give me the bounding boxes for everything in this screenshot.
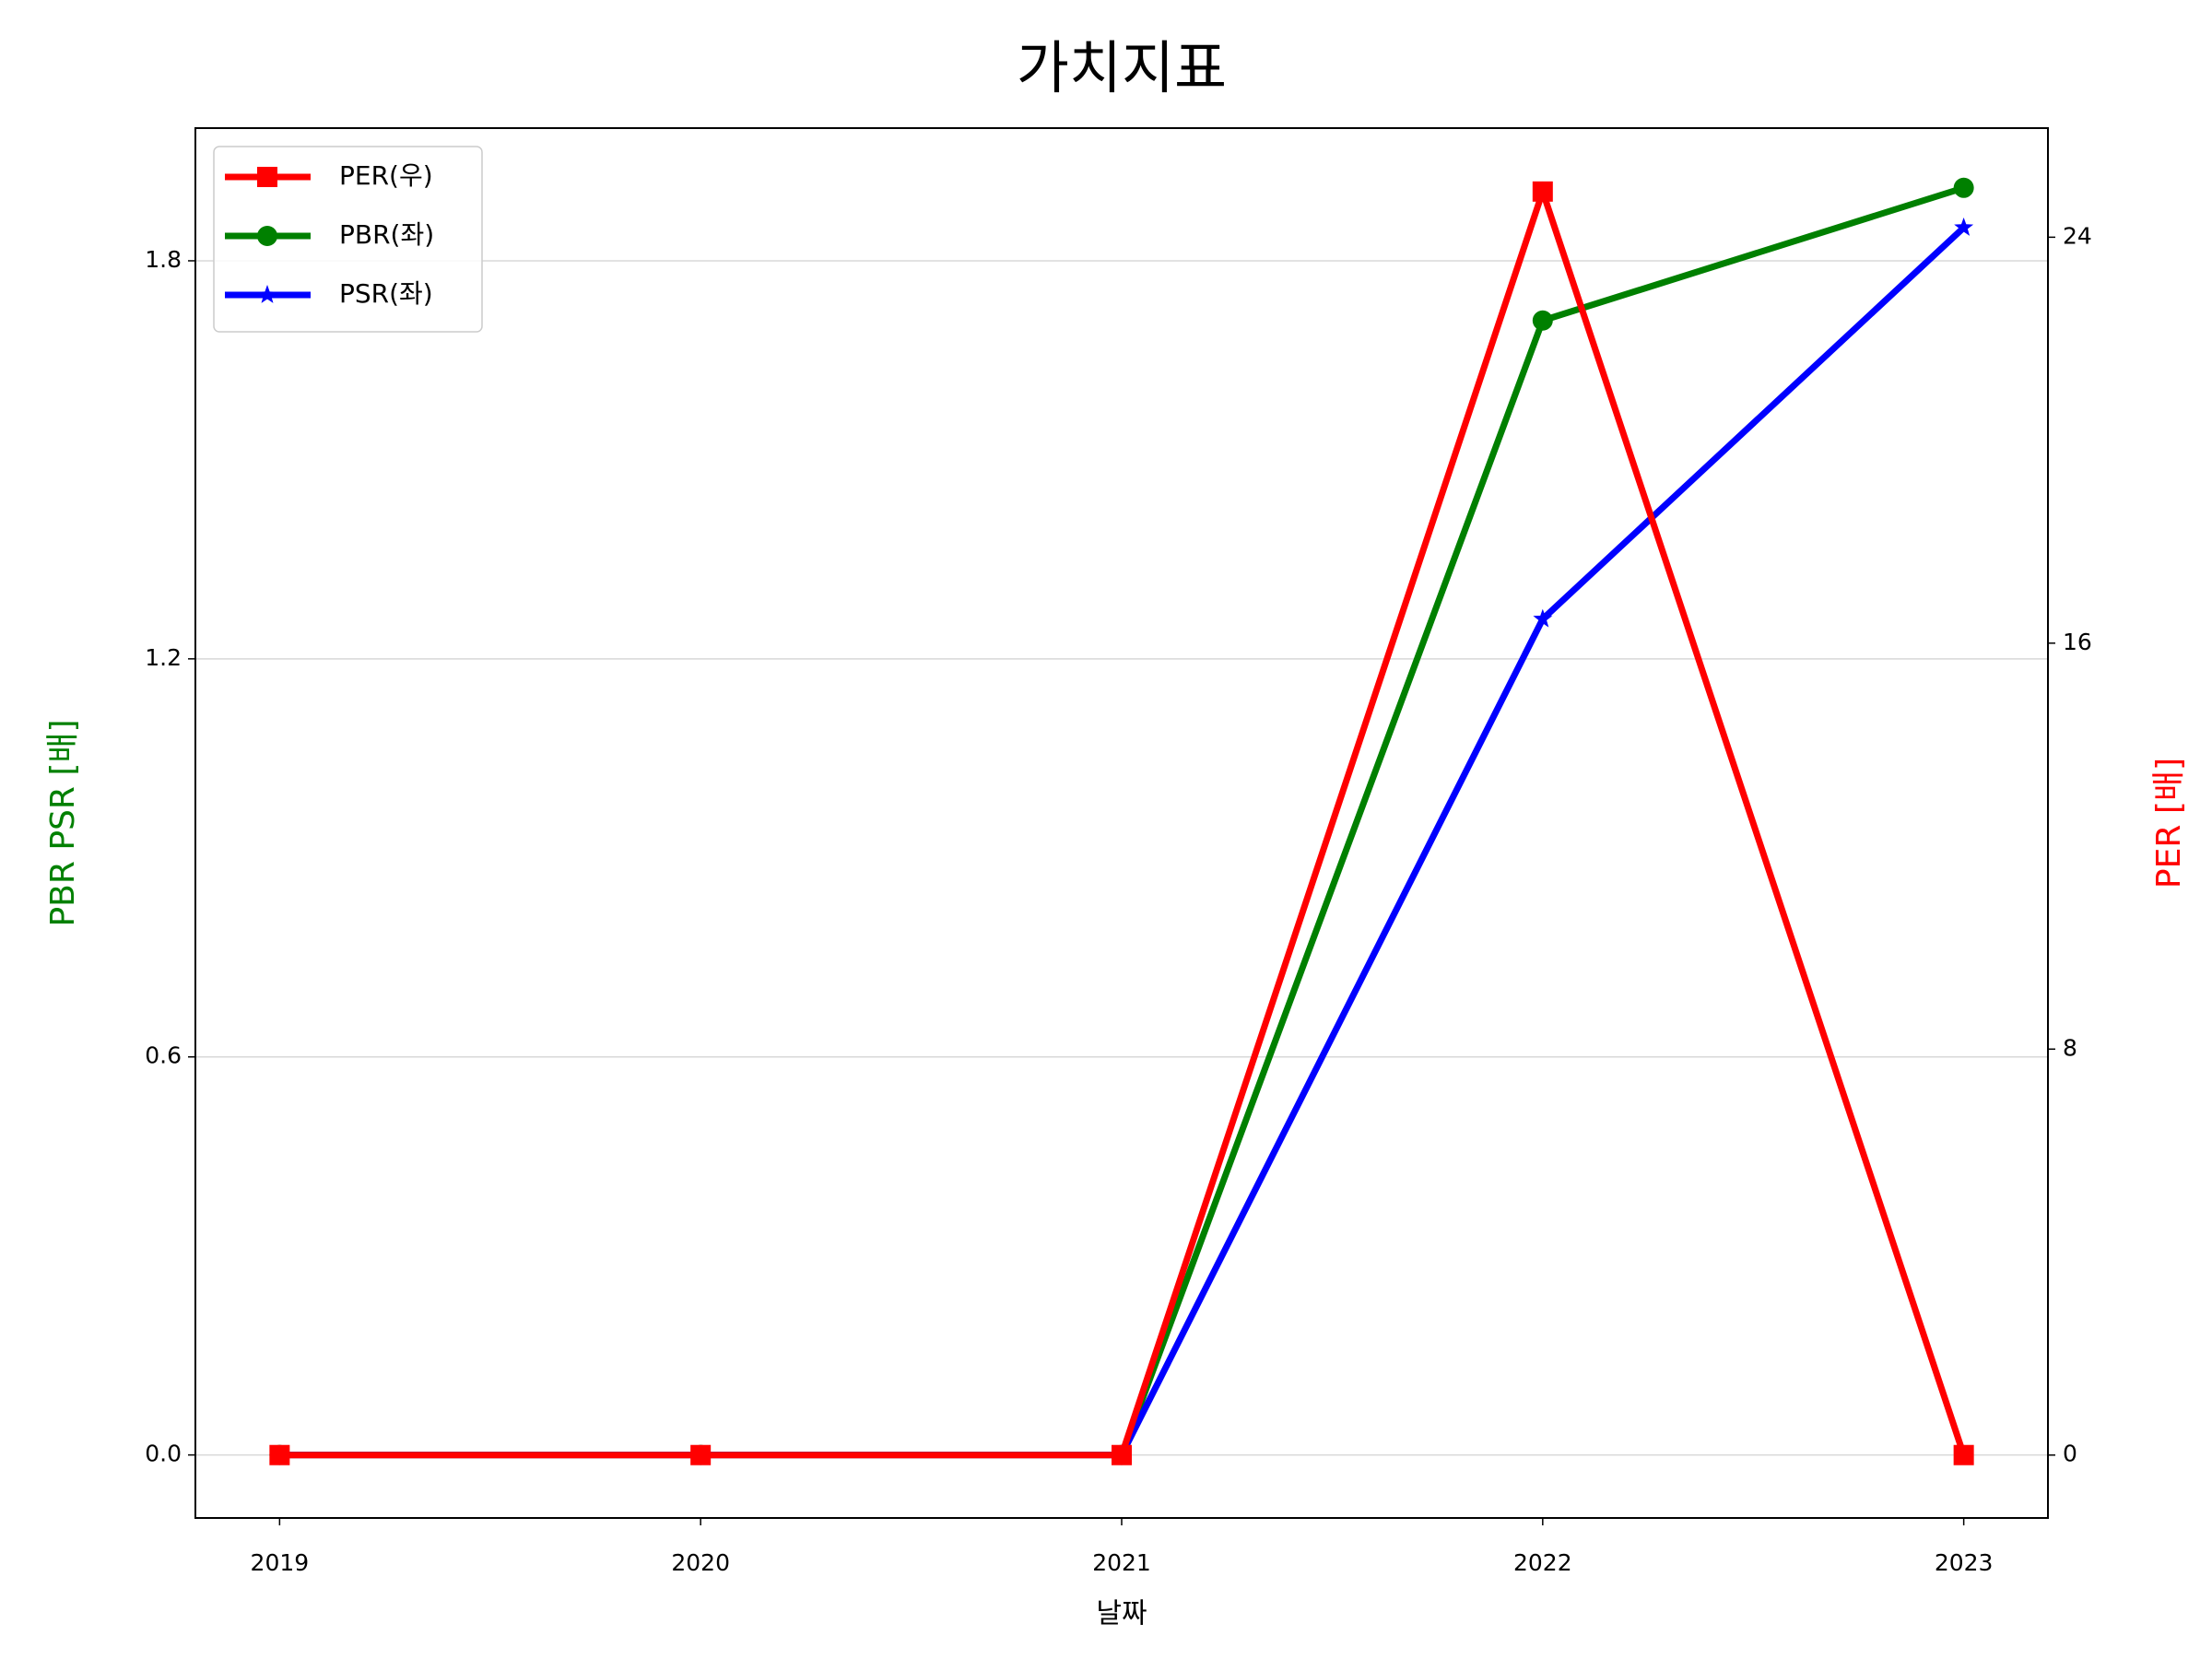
chart-title: 가치지표 (1017, 34, 1227, 101)
marker (1954, 218, 1974, 236)
marker (1953, 177, 1974, 198)
marker (257, 226, 277, 246)
series (269, 181, 1974, 1465)
legend-label: PBR(좌) (339, 219, 434, 250)
legend-label: PER(우) (339, 160, 433, 191)
y-tick-label: 1.2 (145, 644, 182, 671)
marker (269, 1444, 290, 1465)
marker (1112, 1444, 1132, 1465)
x-tick-label: 2021 (1092, 1549, 1151, 1576)
y-axis-label: PBR PSR [배] (44, 719, 82, 926)
y2-tick-label: 16 (2063, 629, 2092, 655)
y-tick-label: 0.6 (145, 1042, 182, 1069)
legend-frame (213, 146, 483, 333)
marker (1953, 1444, 1974, 1465)
y2-tick-label: 0 (2063, 1441, 2077, 1467)
marker (690, 1444, 712, 1465)
x-tick-label: 2022 (1513, 1549, 1572, 1576)
marker (257, 285, 277, 303)
y2-axis-label: PER [배] (2150, 758, 2188, 888)
y-tick-label: 0.0 (145, 1441, 182, 1467)
y2-tick-label: 24 (2063, 222, 2092, 249)
y2-tick-label: 8 (2063, 1034, 2077, 1061)
legend: PER(우) PBR(좌) PSR(좌) (213, 146, 483, 333)
marker (1533, 608, 1553, 628)
x-tick-label: 2023 (1935, 1549, 1994, 1576)
marker (1532, 181, 1553, 202)
plot-frame (194, 127, 2049, 1519)
legend-label: PSR(좌) (339, 278, 433, 309)
x-axis-label: 날짜 (1096, 1598, 1147, 1630)
y-tick-label: 1.8 (145, 246, 182, 273)
x-tick-label: 2019 (251, 1549, 310, 1576)
marker (257, 167, 277, 187)
x-tick-label: 2020 (671, 1549, 730, 1576)
marker (1532, 310, 1553, 331)
